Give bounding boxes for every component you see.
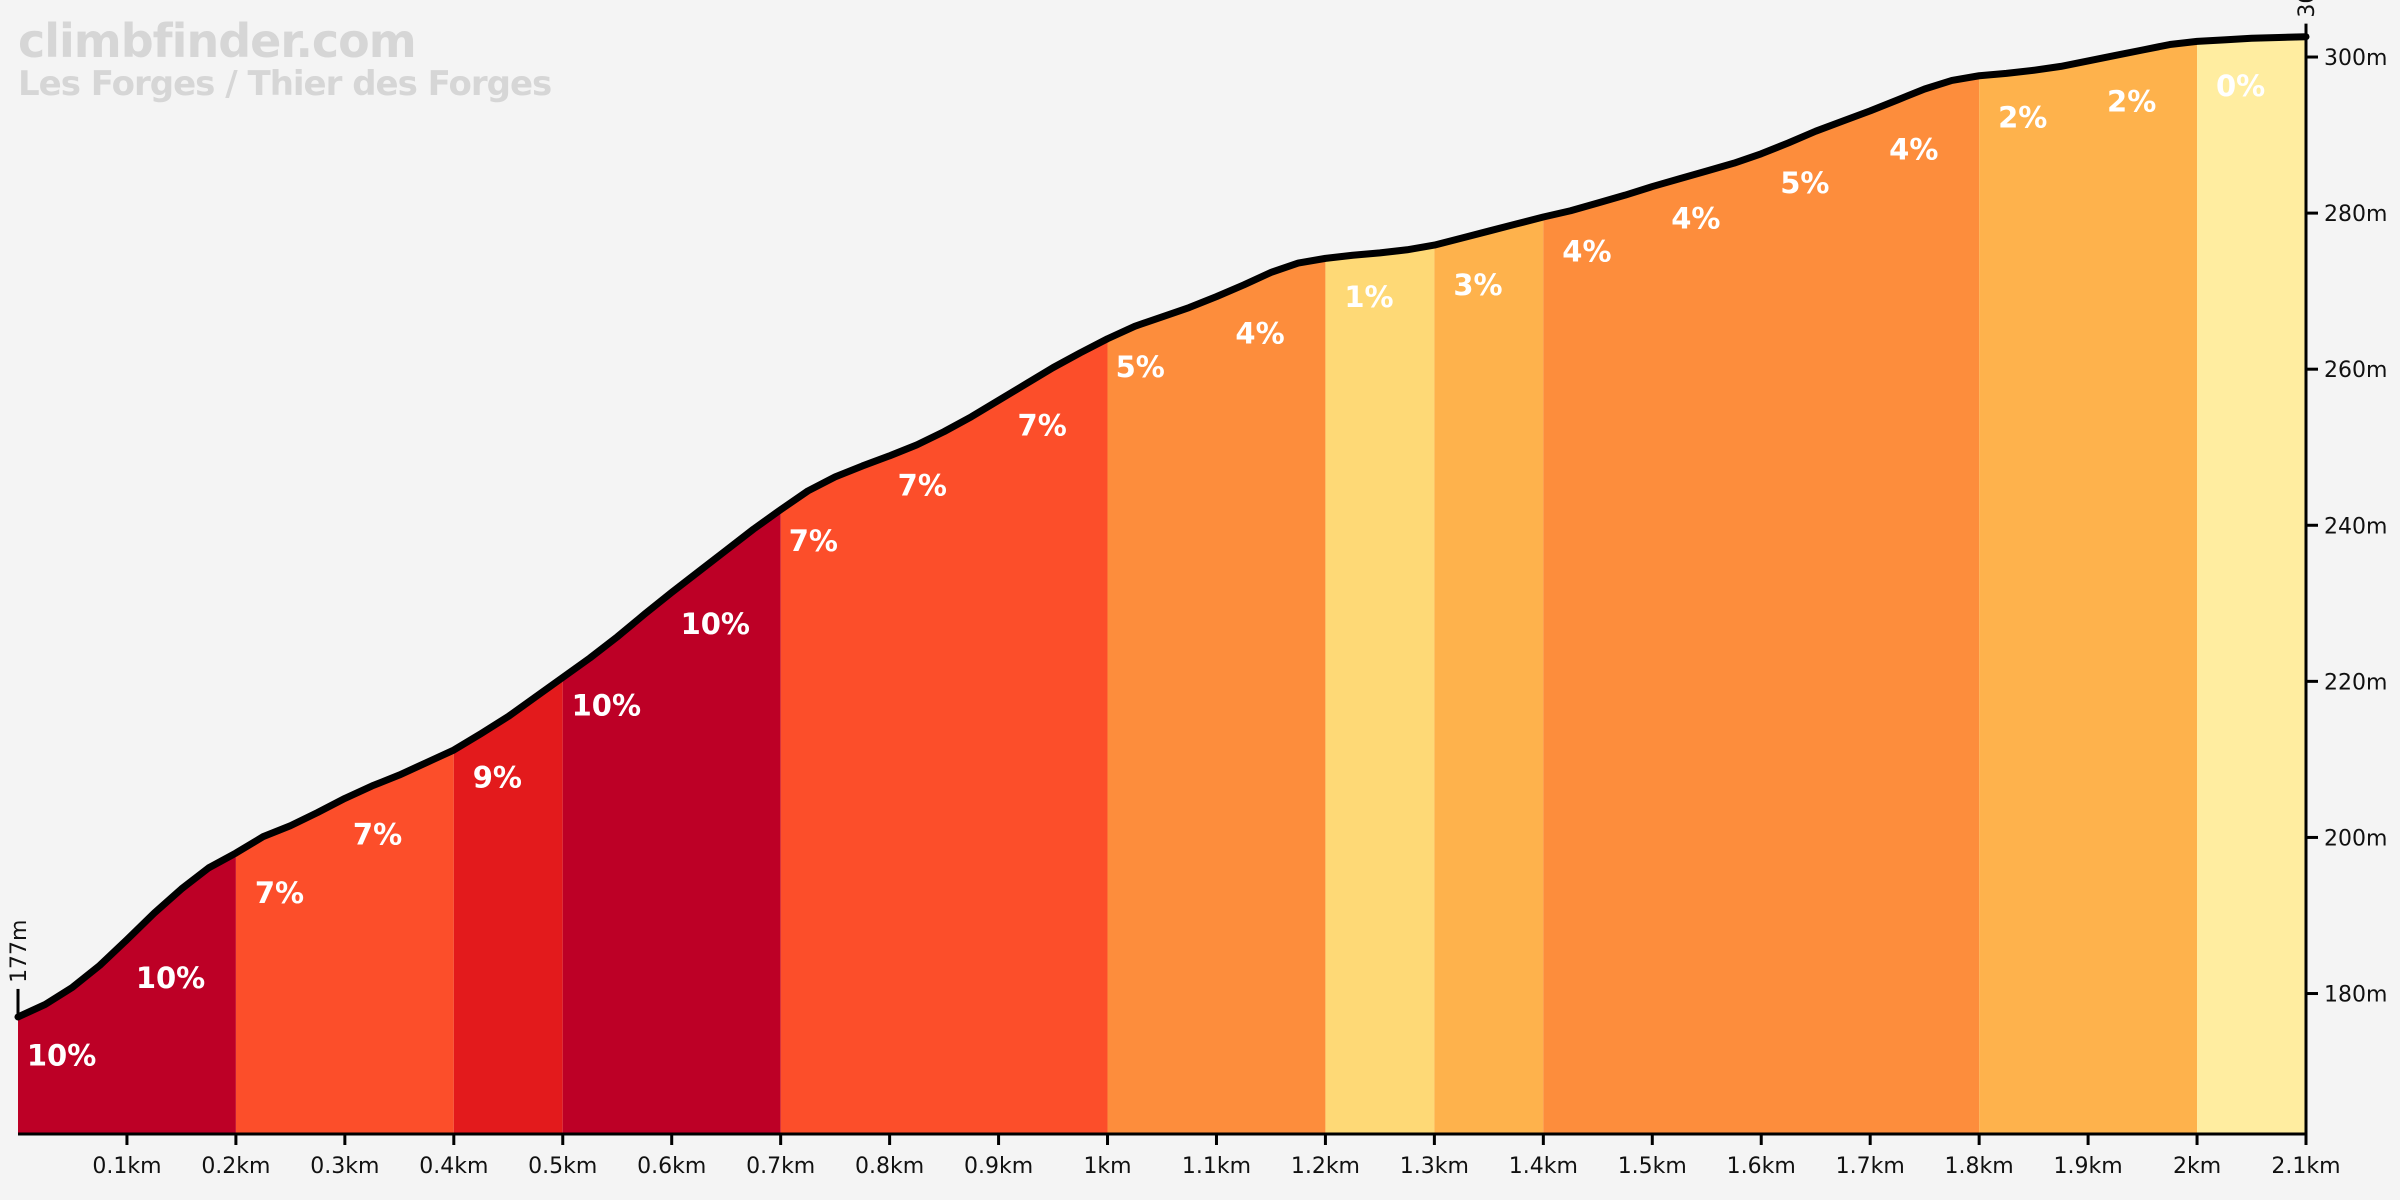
gradient-segment-4 (562, 509, 781, 1135)
gradient-segment-1 (18, 853, 236, 1134)
x-tick-label-16: 1.6km (1727, 1154, 1796, 1179)
y-tick-label-1: 180m (2324, 983, 2387, 1008)
end-elevation-label: 303m (2295, 0, 2320, 18)
x-tick-label-4: 0.4km (419, 1154, 488, 1179)
gradient-label-8: 7% (789, 524, 838, 558)
axes: 0.1km 0.2km 0.3km 0.4km 0.5km 0.6km 0.7km 0.8km… (7, 0, 2387, 1179)
gradient-segment-2 (235, 750, 454, 1134)
y-tick-label-5: 260m (2324, 358, 2387, 383)
gradient-label-19: 2% (1998, 100, 2047, 134)
gradient-label-17: 5% (1780, 166, 1829, 200)
x-tick-label-19: 1.9km (2054, 1154, 2123, 1179)
gradient-segment-9 (1543, 75, 1980, 1134)
site-brand: climbfinder.com (18, 14, 417, 68)
y-tick-label-6: 280m (2324, 202, 2387, 227)
gradient-label-1: 10% (27, 1038, 96, 1072)
gradient-segment-3 (453, 677, 563, 1134)
x-tick-label-10: 1km (1083, 1154, 1131, 1179)
gradient-label-9: 7% (898, 469, 947, 503)
x-tick-label-14: 1.4km (1509, 1154, 1578, 1179)
y-tick-label-2: 200m (2324, 826, 2387, 851)
gradient-label-13: 1% (1344, 280, 1393, 314)
gradient-labels: 10% 10% 7% 7% 9% 10% 10% 7% 7% 7% 5% 4% 1% 3% 4% 4% 5% 4%… (27, 69, 2265, 1072)
x-tick-label-3: 0.3km (310, 1154, 379, 1179)
gradient-label-11: 5% (1116, 350, 1165, 384)
y-tick-label-4: 240m (2324, 514, 2387, 539)
gradient-label-20: 2% (2107, 85, 2156, 119)
gradient-label-2: 10% (136, 961, 205, 995)
gradient-segment-11 (2197, 36, 2306, 1134)
gradient-label-6: 10% (572, 689, 641, 723)
gradient-label-7: 10% (681, 607, 750, 641)
gradient-segments (18, 36, 2306, 1135)
x-tick-label-17: 1.7km (1836, 1154, 1905, 1179)
gradient-label-10: 7% (1018, 409, 1067, 443)
gradient-label-16: 4% (1671, 202, 1720, 236)
x-tick-label-7: 0.7km (746, 1154, 815, 1179)
profile-line-group (14, 33, 2310, 1021)
climb-name: Les Forges / Thier des Forges (18, 64, 552, 104)
x-tick-label-12: 1.2km (1291, 1154, 1360, 1179)
x-tick-label-2: 0.2km (201, 1154, 270, 1179)
x-tick-label-13: 1.3km (1400, 1154, 1469, 1179)
gradient-segment-10 (1979, 41, 2198, 1134)
gradient-label-15: 4% (1562, 234, 1611, 268)
gradient-segment-8 (1434, 217, 1544, 1135)
x-tick-label-11: 1.1km (1182, 1154, 1251, 1179)
gradient-label-3: 7% (255, 876, 304, 910)
x-tick-label-5: 0.5km (528, 1154, 597, 1179)
gradient-segment-7 (1325, 245, 1435, 1134)
x-tick-label-18: 1.8km (1945, 1154, 2014, 1179)
x-tick-label-6: 0.6km (637, 1154, 706, 1179)
x-tick-label-21: 2.1km (2271, 1154, 2340, 1179)
gradient-label-21: 0% (2216, 69, 2265, 103)
start-elevation-label: 177m (7, 920, 32, 983)
gradient-segment-6 (1107, 258, 1326, 1134)
gradient-label-5: 9% (473, 760, 522, 794)
x-tick-label-20: 2km (2173, 1154, 2221, 1179)
gradient-label-14: 3% (1453, 268, 1502, 302)
x-tick-label-9: 0.9km (964, 1154, 1033, 1179)
x-tick-label-8: 0.8km (855, 1154, 924, 1179)
gradient-segment-5 (780, 338, 1108, 1134)
x-tick-label-1: 0.1km (92, 1154, 161, 1179)
profile-line (14, 33, 2310, 1021)
gradient-label-4: 7% (353, 817, 402, 851)
x-tick-label-15: 1.5km (1618, 1154, 1687, 1179)
gradient-label-18: 4% (1889, 132, 1938, 166)
y-tick-label-7: 300m (2324, 46, 2387, 71)
y-tick-label-3: 220m (2324, 670, 2387, 695)
gradient-label-12: 4% (1235, 316, 1284, 350)
